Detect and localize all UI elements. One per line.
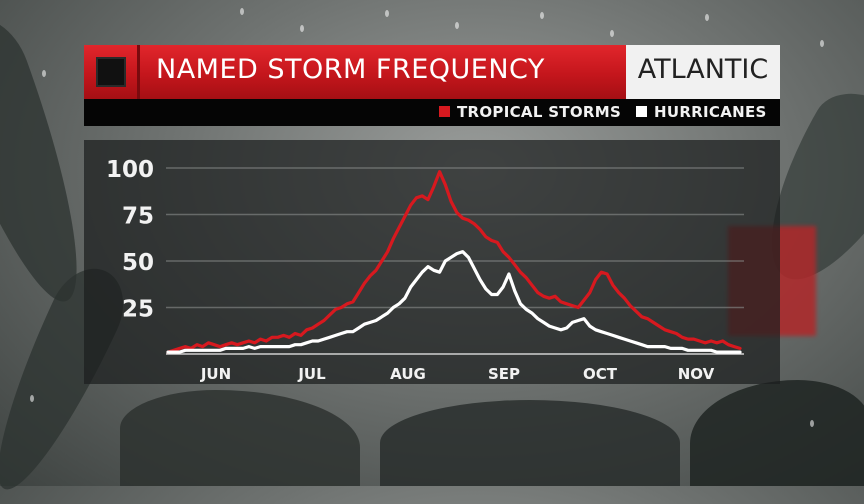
x-tick-label: NOV [678,365,715,383]
raindrop [455,22,459,29]
raindrop [610,30,614,37]
raindrop [30,395,34,402]
x-tick-label: JUL [297,365,326,383]
region-box: ATLANTIC [626,45,780,99]
line-chart: 25 50 75 100 JUN JUL AUG SEP OCT NOV [106,157,744,383]
legend-label: TROPICAL STORMS [457,103,622,121]
title-separator [137,45,140,99]
chart-panel: 25 50 75 100 JUN JUL AUG SEP OCT NOV [84,140,780,384]
x-tick-label: JUN [200,365,231,383]
series-line-tropical-storms [166,170,742,354]
x-tick-label: SEP [488,365,520,383]
logo-square [96,57,126,87]
title-bar-red: NAMED STORM FREQUENCY [84,45,626,99]
y-tick-label: 25 [122,297,154,323]
legend-swatch-red [439,106,450,117]
raindrop [810,420,814,427]
y-tick-label: 100 [106,157,154,183]
raindrop [240,8,244,15]
raindrop [42,70,46,77]
y-tick-label: 50 [122,250,154,276]
legend-swatch-white [636,106,647,117]
raindrop [820,40,824,47]
x-tick-label: AUG [390,365,426,383]
legend-item-tropical-storms: TROPICAL STORMS [439,103,621,121]
region-label: ATLANTIC [637,54,769,85]
legend-label: HURRICANES [654,103,767,121]
foliage-bottom-center [380,400,680,486]
y-tick-label: 75 [122,204,154,230]
legend-item-hurricanes: HURRICANES [636,103,767,121]
legend: TROPICAL STORMS HURRICANES [84,99,780,126]
chart-title: NAMED STORM FREQUENCY [156,54,545,85]
rainy-background [0,3,864,504]
x-tick-label: OCT [583,365,618,383]
raindrop [705,14,709,21]
foliage-bottom-right [690,380,864,486]
raindrop [385,10,389,17]
title-bar: NAMED STORM FREQUENCY ATLANTIC [84,45,780,99]
raindrop [540,12,544,19]
raindrop [300,25,304,32]
foliage-bottom-left [120,390,360,486]
series-line-hurricanes [166,250,742,354]
